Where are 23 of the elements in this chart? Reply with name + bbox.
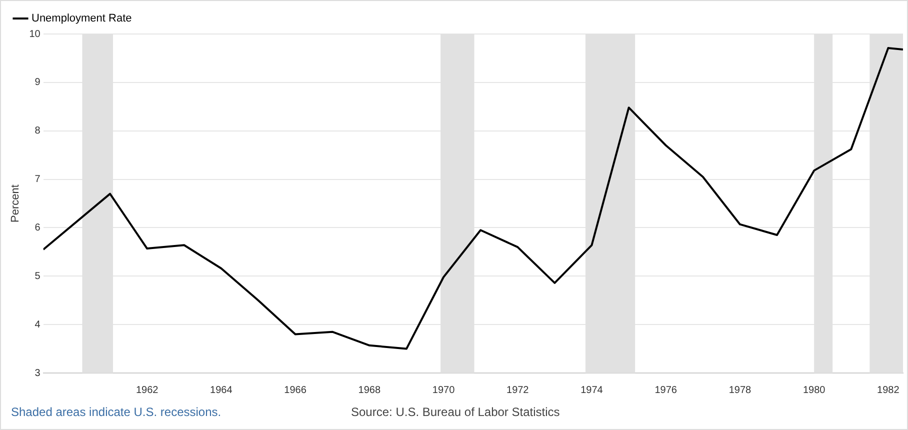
y-tick-label: 8 (34, 126, 41, 137)
legend-label: Unemployment Rate (32, 12, 132, 25)
x-tick-label: 1978 (728, 384, 752, 396)
y-tick-label: 5 (34, 270, 41, 282)
y-tick-label: 6 (34, 222, 41, 234)
x-tick-label: 1962 (136, 384, 159, 396)
source-note: Source: U.S. Bureau of Labor Statistics (351, 405, 560, 419)
x-tick-label: 1982 (877, 384, 900, 396)
x-tick-label: 1966 (284, 384, 307, 396)
x-tick-label: 1980 (802, 384, 826, 396)
x-tick-label: 1976 (654, 384, 678, 396)
y-tick-label: 9 (34, 77, 41, 88)
y-axis-title: Percent (10, 184, 22, 222)
x-tick-label: 1974 (580, 384, 604, 396)
text: Shaded areas indicate U.S. recessions. (11, 405, 222, 419)
x-tick-label: 1964 (210, 384, 233, 396)
y-tick-label: 7 (34, 174, 41, 186)
x-tick-label: 1972 (506, 384, 530, 396)
y-tick-label: 10 (29, 28, 41, 40)
x-tick-label: 1968 (358, 384, 381, 396)
y-tick-label: 4 (34, 319, 41, 330)
y-tick-label: 3 (34, 368, 41, 379)
x-tick-label: 1970 (432, 384, 456, 396)
